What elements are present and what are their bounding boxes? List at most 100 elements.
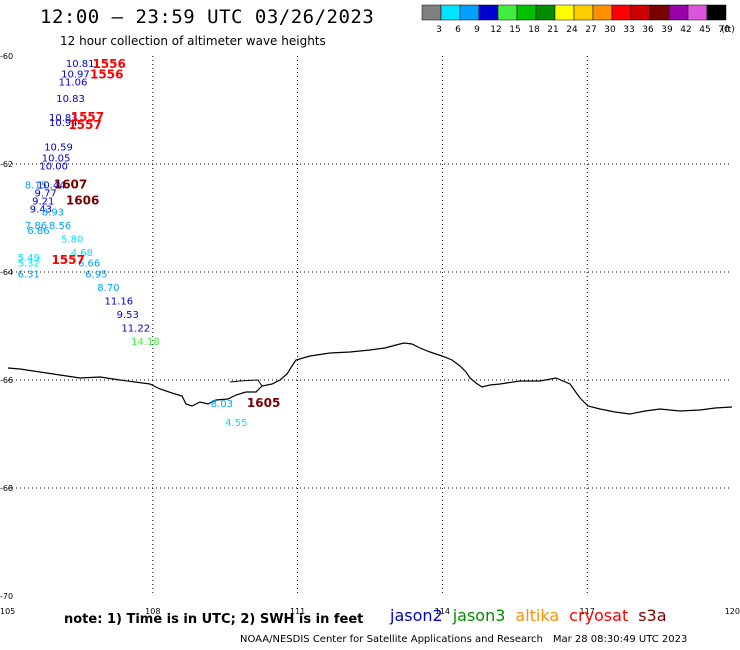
wave-height-label: 10.00 (39, 161, 68, 172)
altimeter-observations: 10.8110.9711.0610.8310.8310.9410.5910.05… (18, 59, 248, 429)
legend-label: 21 (547, 25, 558, 35)
lon-tick-label: 111 (290, 607, 305, 616)
legend-swatch (687, 4, 708, 21)
legend-label: 36 (642, 25, 654, 35)
wave-height-label: 10.97 (61, 70, 90, 81)
legend-label: 6 (455, 25, 461, 35)
lon-tick-label: 105 (0, 607, 15, 616)
wave-height-label: 6.95 (85, 269, 107, 280)
legend-swatch (573, 4, 594, 21)
pass-time-label: 1557 (51, 253, 84, 267)
legend-label: 33 (623, 25, 634, 35)
wave-height-label: 10.94 (49, 118, 78, 129)
legend-label: 9 (474, 25, 480, 35)
wave-height-label: 10.59 (44, 143, 73, 154)
satellite-jason3: jason3 (452, 606, 506, 625)
wave-height-label: 4.68 (71, 248, 93, 259)
wave-height-label: 5.32 (18, 259, 40, 270)
wave-height-label: 8.03 (211, 399, 233, 410)
wave-height-label: 6.66 (78, 259, 100, 270)
satellite-legend: jason2 jason3 altika cryosat s3a (390, 606, 677, 625)
wave-height-label: 6.86 (27, 226, 49, 237)
pass-time-label: 1607 (54, 177, 87, 191)
color-scale-legend: 3 6 9 12 15 18 21 24 27 30 33 36 39 42 45 70(ft) (421, 4, 735, 35)
legend-swatch (706, 4, 727, 21)
credit-line: NOAA/NESDIS Center for Satellite Applica… (240, 634, 687, 645)
wave-height-label: 7.86 (25, 221, 47, 232)
satellite-cryosat: cryosat (569, 606, 629, 625)
legend-label: 27 (585, 25, 596, 35)
legend-swatch (592, 4, 613, 21)
lat-tick-label: -60 (0, 52, 13, 61)
satellite-s3a: s3a (638, 606, 667, 625)
wave-height-label: 10.05 (42, 153, 71, 164)
wave-height-label: 8.93 (42, 207, 64, 218)
legend-swatch (630, 4, 651, 21)
wave-height-label: 9.43 (30, 205, 52, 216)
pass-time-label: 1605 (247, 396, 280, 410)
satellite-jason2: jason2 (390, 606, 443, 625)
wave-height-label: 9.21 (32, 197, 54, 208)
legend-swatch (668, 4, 689, 21)
wave-height-label: 6.31 (18, 269, 40, 280)
lat-tick-label: -64 (0, 268, 13, 277)
pass-time-label: 1556 (90, 68, 123, 82)
credit-timestamp: Mar 28 08:30:49 UTC 2023 (552, 634, 688, 645)
lat-tick-label: -62 (0, 160, 13, 169)
legend-label: 70 (718, 25, 730, 35)
wave-height-label: 10.81 (66, 59, 95, 70)
coastline-inlet (229, 379, 263, 387)
wave-height-label: 8.15 (25, 180, 47, 191)
legend-label: 45 (699, 25, 710, 35)
wave-height-label: 11.06 (59, 78, 88, 89)
legend-label: 15 (509, 25, 520, 35)
legend-swatch (649, 4, 670, 21)
pass-time-label: 1557 (71, 110, 104, 124)
legend-label: 3 (436, 25, 442, 35)
lat-tick-label: -70 (0, 592, 13, 601)
lat-tick-label: -68 (0, 484, 13, 493)
legend-swatch (554, 4, 575, 21)
legend-label: 42 (680, 25, 691, 35)
wave-height-label: 11.16 (105, 296, 134, 307)
lon-tick-label: 114 (435, 607, 450, 616)
wave-height-label: 8.70 (97, 283, 119, 294)
footer-note: note: 1) Time is in UTC; 2) SWH is in fe… (64, 612, 364, 627)
wave-height-label: 8.56 (49, 221, 71, 232)
wave-height-label: 14.18 (131, 337, 160, 348)
wave-height-label: 5.80 (61, 234, 83, 245)
map-subtitle: 12 hour collection of altimeter wave hei… (60, 34, 326, 48)
wave-height-label: 5.49 (18, 253, 40, 264)
legend-swatch (459, 4, 480, 21)
legend-label: 18 (528, 25, 540, 35)
wave-height-label: 10.83 (49, 113, 78, 124)
legend-label: 24 (566, 25, 578, 35)
lon-tick-label: 120 (725, 607, 740, 616)
lat-tick-label: -66 (0, 376, 13, 385)
lon-tick-label: 108 (145, 607, 160, 616)
legend-swatch (497, 4, 518, 21)
legend-swatch (478, 4, 499, 21)
credit-text: NOAA/NESDIS Center for Satellite Applica… (240, 634, 543, 645)
wave-height-label: 10.44 (37, 180, 66, 191)
antarctic-coastline (7, 342, 733, 415)
wave-height-label: 9.53 (117, 310, 139, 321)
legend-swatch (421, 4, 442, 21)
wave-height-label: 10.83 (56, 94, 85, 105)
legend-swatch (535, 4, 556, 21)
pass-time-label: 1557 (68, 118, 101, 132)
pass-time-label: 1556 (92, 57, 125, 71)
map-title: 12:00 – 23:59 UTC 03/26/2023 (40, 6, 375, 28)
legend-label: 12 (490, 25, 501, 35)
wave-height-label: 11.22 (121, 323, 150, 334)
wave-height-label: 4.55 (225, 418, 247, 429)
satellite-altika: altika (515, 606, 560, 625)
lon-tick-label: 117 (580, 607, 595, 616)
graticule: 105 108 111 114 117 120 -60 -62 -64 -66 -68 -70 (0, 52, 740, 616)
legend-label: 39 (661, 25, 673, 35)
wave-height-label: 9.77 (35, 188, 57, 199)
legend-swatch (516, 4, 537, 21)
legend-swatch (440, 4, 461, 21)
